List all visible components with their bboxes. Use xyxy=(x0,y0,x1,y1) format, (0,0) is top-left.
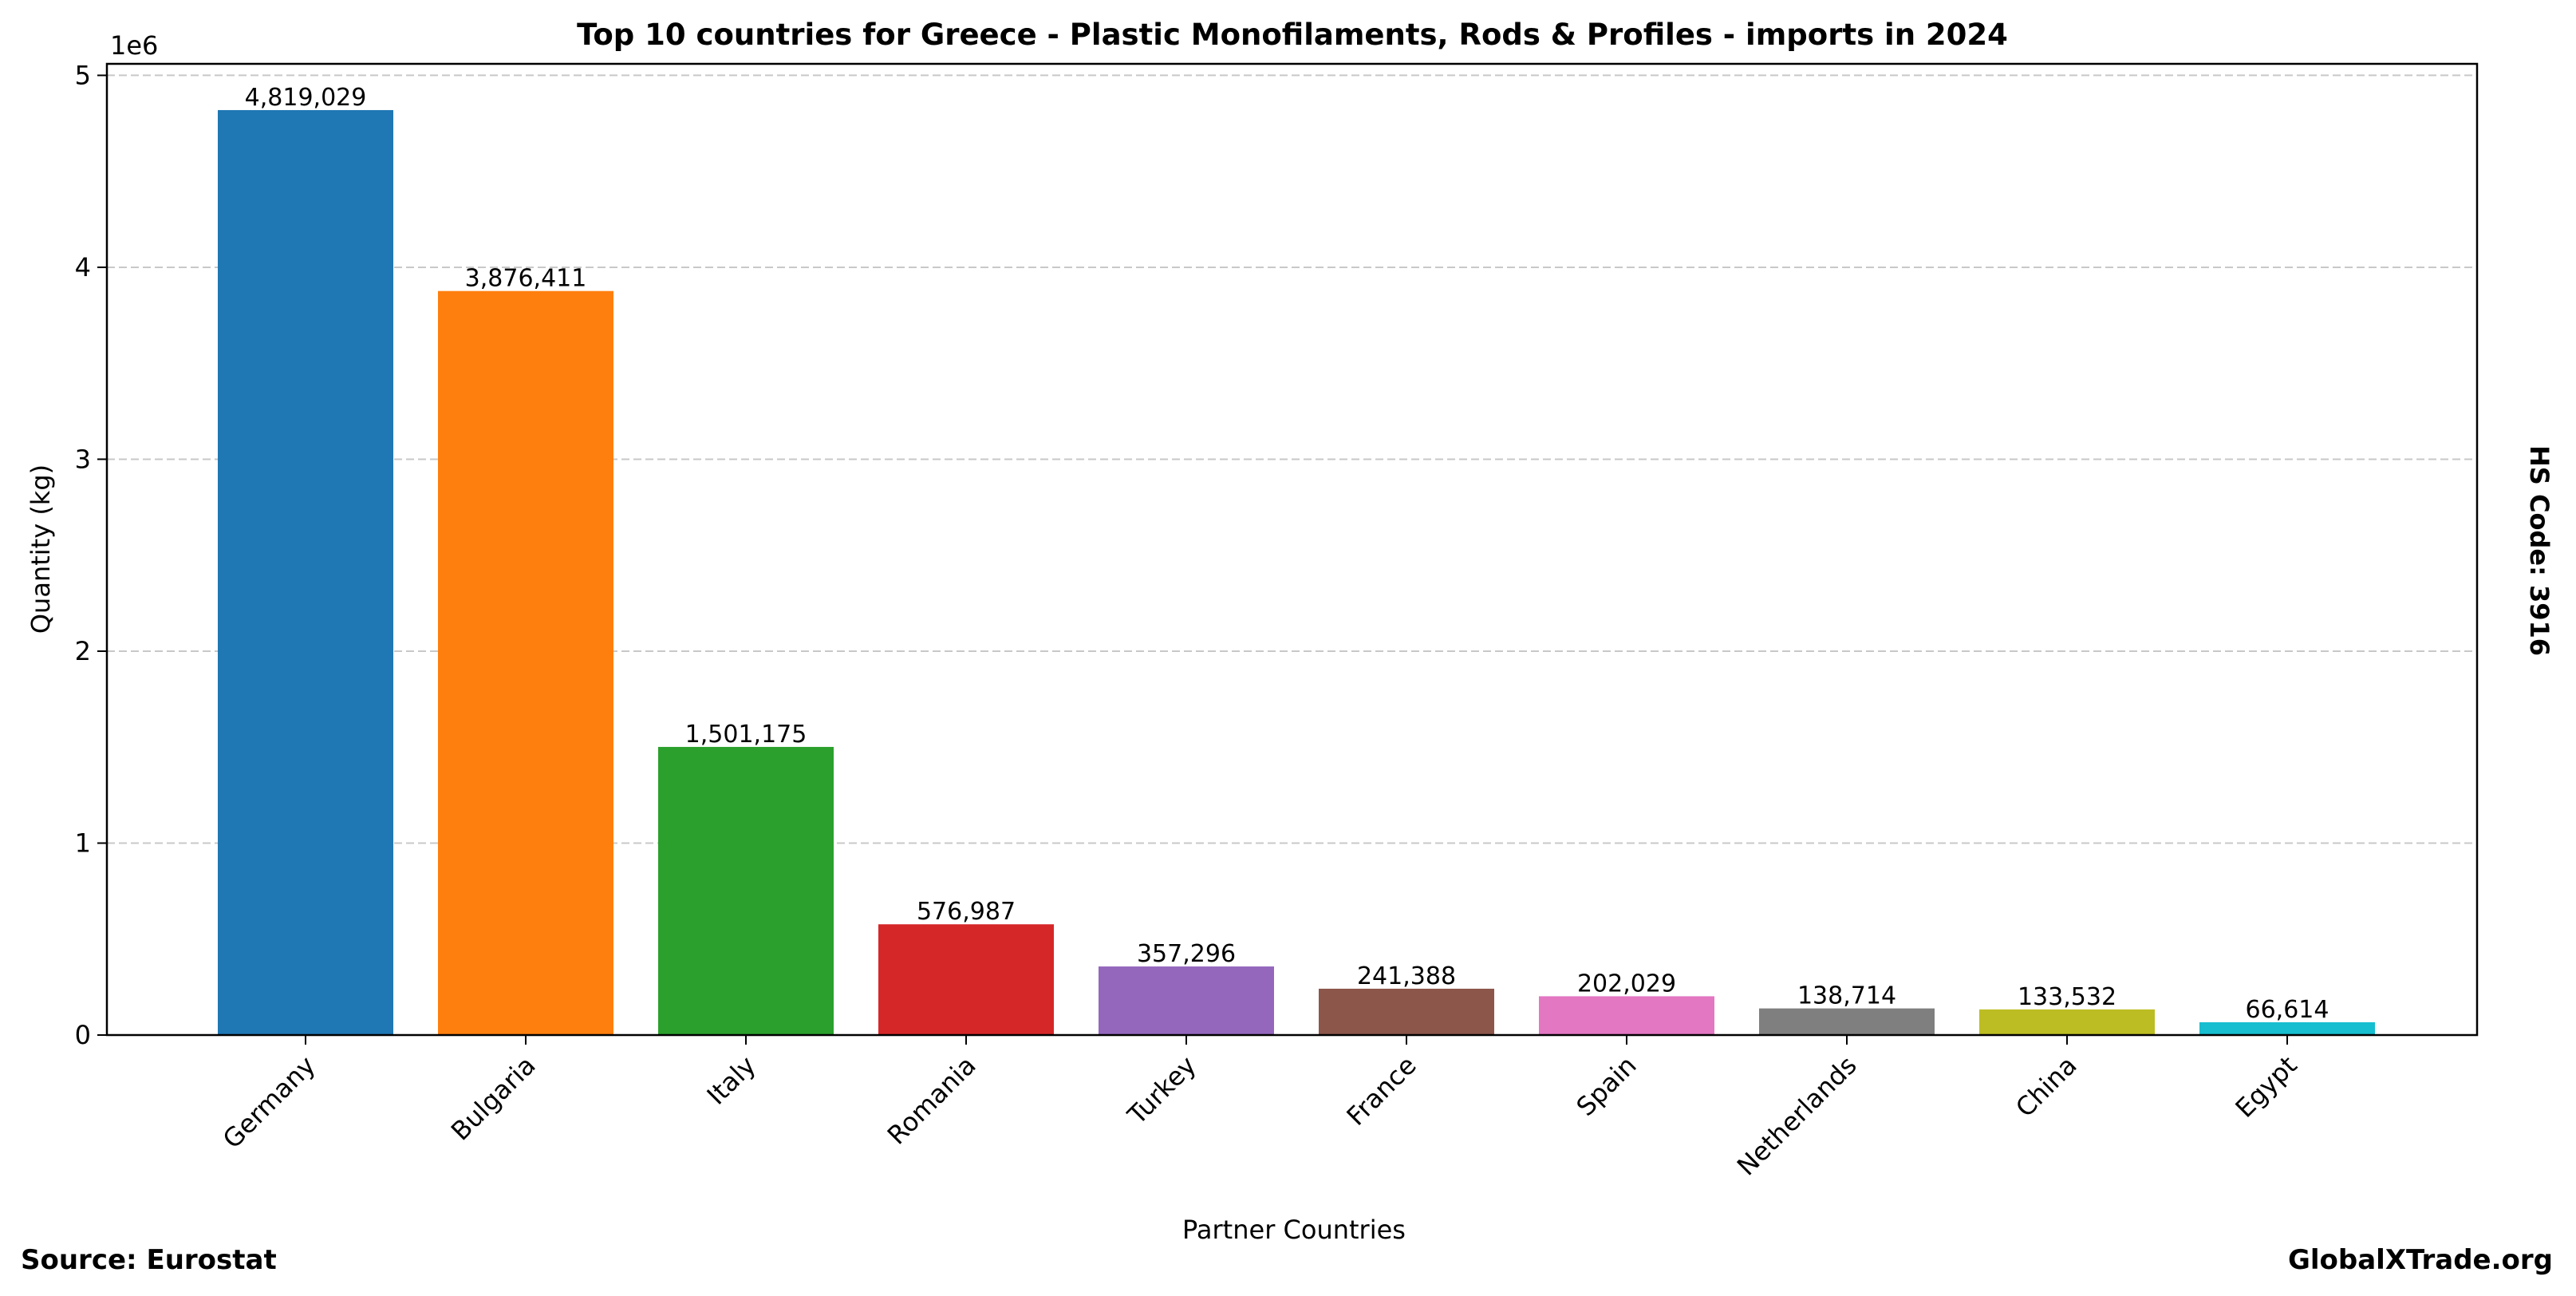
data-label: 4,819,029 xyxy=(245,84,367,112)
x-tick-label: Italy xyxy=(701,1050,762,1111)
x-tick-label: China xyxy=(2010,1050,2083,1124)
data-label: 66,614 xyxy=(2246,996,2329,1024)
x-tick-label: Netherlands xyxy=(1731,1050,1863,1182)
data-label: 138,714 xyxy=(1797,982,1896,1010)
bar-italy xyxy=(658,746,834,1035)
data-label: 1,501,175 xyxy=(685,721,807,749)
bar-spain xyxy=(1539,996,1714,1035)
brand-note: GlobalXTrade.org xyxy=(2288,1244,2553,1276)
y-tick-label: 0 xyxy=(75,1020,91,1050)
x-tick-label: France xyxy=(1341,1050,1422,1132)
data-label: 576,987 xyxy=(917,898,1016,926)
y-axis-label: Quantity (kg) xyxy=(26,464,56,634)
bar-germany xyxy=(218,109,393,1035)
x-tick-label: Germany xyxy=(217,1050,322,1155)
bar-turkey xyxy=(1099,966,1274,1035)
x-tick-label: Egypt xyxy=(2230,1050,2303,1124)
bar-netherlands xyxy=(1759,1008,1935,1035)
plot-frame xyxy=(105,62,2479,1037)
data-label: 241,388 xyxy=(1357,962,1456,990)
x-tick-label: Bulgaria xyxy=(445,1050,542,1147)
y-axis-ticks: 0 1 2 3 4 5 xyxy=(75,60,107,1050)
y-tick-label: 1 xyxy=(75,828,91,858)
data-label: 202,029 xyxy=(1577,970,1676,998)
y-scale-label: 1e6 xyxy=(110,30,158,61)
chart-title: Top 10 countries for Greece - Plastic Mo… xyxy=(577,18,2008,52)
y-tick-label: 3 xyxy=(75,444,91,474)
data-label: 357,296 xyxy=(1137,940,1236,968)
x-axis-ticks: Germany Bulgaria Italy Romania Turkey France S… xyxy=(217,1035,2303,1182)
bar-bulgaria xyxy=(438,290,613,1035)
bar-china xyxy=(1979,1009,2155,1035)
bar-egypt xyxy=(2199,1021,2375,1035)
bars: 4,819,029 3,876,411 1,501,175 576,987 357,29… xyxy=(218,84,2375,1035)
x-tick-label: Turkey xyxy=(1121,1050,1201,1131)
y-tick-label: 5 xyxy=(75,60,91,90)
data-label: 133,532 xyxy=(2018,983,2116,1011)
x-axis-label: Partner Countries xyxy=(1182,1215,1406,1245)
data-label: 3,876,411 xyxy=(465,265,587,293)
bar-france xyxy=(1319,988,1494,1035)
x-tick-label: Spain xyxy=(1571,1050,1643,1122)
y-tick-label: 2 xyxy=(75,636,91,666)
x-tick-label: Romania xyxy=(882,1050,982,1151)
bar-romania xyxy=(878,924,1054,1035)
hs-code-note: HS Code: 3916 xyxy=(2524,445,2554,656)
y-tick-label: 4 xyxy=(75,252,91,283)
source-note: Source: Eurostat xyxy=(21,1244,277,1276)
